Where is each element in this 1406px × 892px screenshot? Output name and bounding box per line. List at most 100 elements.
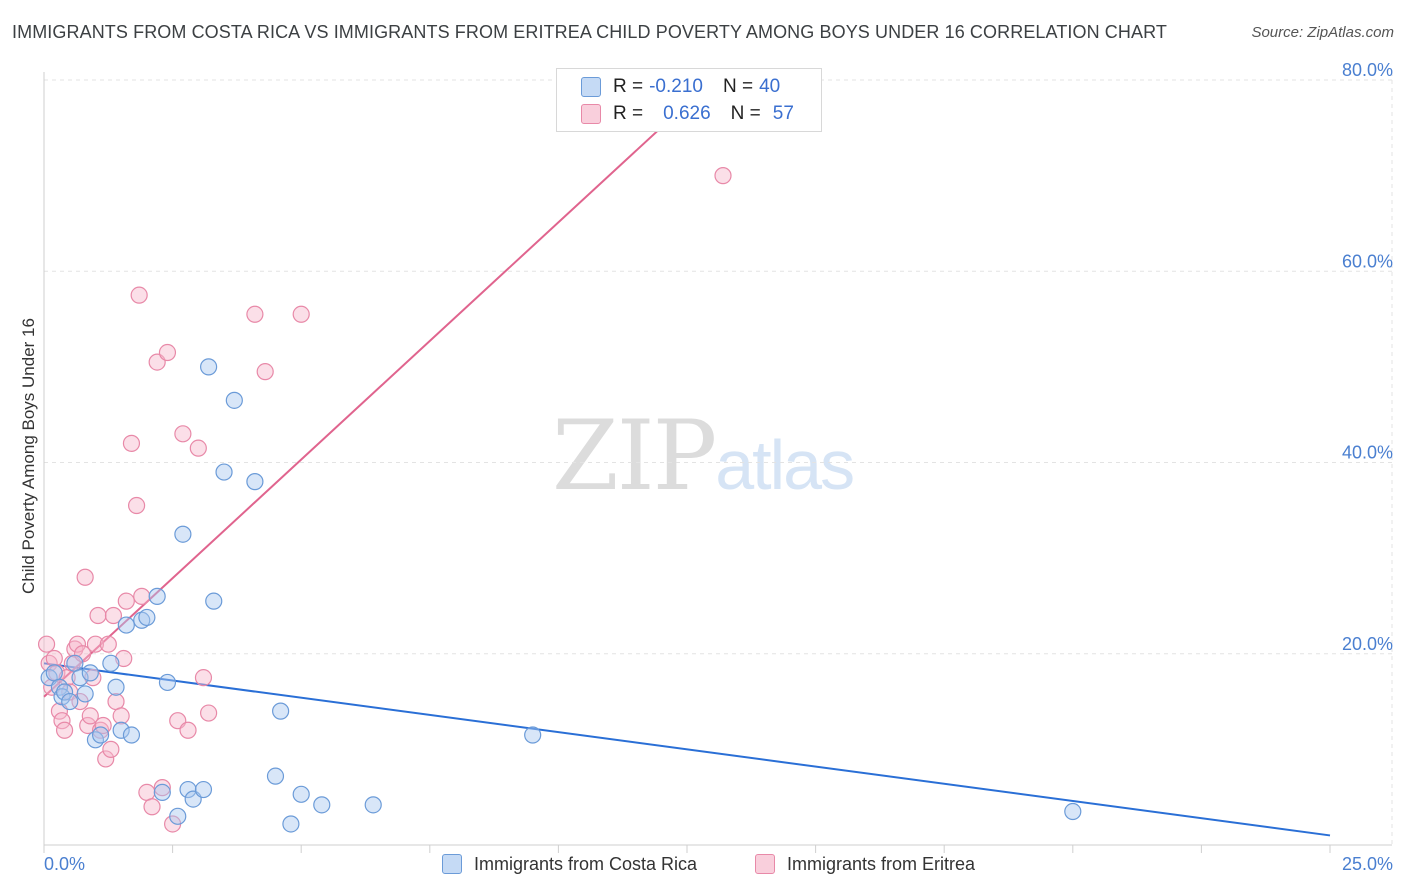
costa-rica-point [102,654,120,672]
correlation-legend: R = -0.210 N = 40 R = 0.626 N = 57 [556,68,822,132]
eritrea-n-label: N = [730,103,761,124]
axes [43,72,1392,846]
x-tick-label-max: 25.0% [1342,854,1393,874]
costa-rica-point [107,678,125,696]
eritrea-point [143,798,161,816]
costa-rica-point [205,592,223,610]
eritrea-point [115,649,133,668]
watermark-zip: ZIP [552,400,717,512]
eritrea-point [194,669,213,687]
costa-rica-point [313,796,331,814]
grid-lines [44,72,1393,845]
eritrea-point [189,439,207,457]
eritrea-r-label: R = [613,103,644,124]
eritrea-trendline [43,79,714,698]
eritrea-point [107,692,125,711]
costa-rica-r-value: -0.210 [649,76,703,97]
x-tick-marks [43,845,1331,853]
eritrea-point [94,716,112,735]
eritrea-point [112,707,130,725]
eritrea-point [138,783,156,802]
costa-rica-point [61,692,79,711]
costa-rica-point [225,391,243,409]
data-points [37,167,1082,833]
costa-rica-point [194,780,213,799]
eritrea-swatch [581,104,601,124]
costa-rica-point [138,608,156,627]
eritrea-point [45,649,63,668]
x-tick-label-min: 0.0% [44,854,85,874]
costa-rica-point [174,525,192,543]
costa-rica-point [148,587,166,605]
eritrea-point [200,704,218,722]
eritrea-point [91,721,110,739]
costa-rica-swatch [581,77,601,97]
watermark-atlas: atlas [715,426,855,504]
costa-rica-n-value: 40 [759,76,781,97]
source-label: Source: ZipAtlas.com [1251,24,1394,41]
eritrea-point [246,305,264,323]
costa-rica-point [524,726,542,744]
bottom-legend-costa-rica: Immigrants from Costa Rica [442,852,697,876]
bottom-legend-eritrea: Immigrants from Eritrea [755,852,975,876]
bottom-eritrea-swatch [755,854,775,874]
costa-rica-point [364,796,382,814]
costa-rica-point [272,702,290,720]
eritrea-point [153,779,171,797]
costa-rica-r-label: R = [613,76,644,97]
eritrea-point [179,721,197,739]
eritrea-point [127,496,146,515]
eritrea-point [76,568,94,586]
costa-rica-point [1064,802,1082,821]
costa-rica-point [86,731,105,749]
eritrea-point [102,740,120,758]
eritrea-point [133,587,151,605]
eritrea-point [292,305,310,323]
legend-row-costa-rica: R = -0.210 N = 40 [581,75,780,99]
costa-rica-point [292,785,310,803]
eritrea-point [117,592,135,610]
costa-rica-point [71,669,89,687]
costa-rica-point [117,616,135,634]
costa-rica-point [133,611,151,629]
costa-rica-point [200,358,218,376]
costa-rica-point [55,683,74,701]
bottom-costa-rica-label: Immigrants from Costa Rica [474,853,698,874]
y-tick-label: 20.0% [1342,634,1393,654]
costa-rica-point [112,721,130,739]
costa-rica-point [215,463,233,481]
eritrea-point [130,286,148,304]
eritrea-n-value: 57 [772,103,794,124]
eritrea-point [256,363,274,381]
eritrea-point [99,635,117,653]
bottom-eritrea-label: Immigrants from Eritrea [787,853,976,874]
eritrea-point [158,343,177,362]
eritrea-point [68,635,87,653]
chart-title: IMMIGRANTS FROM COSTA RICA VS IMMIGRANTS… [12,22,1167,42]
legend-row-eritrea: R = 0.626 N = 57 [581,102,794,126]
costa-rica-point [266,767,285,785]
costa-rica-point [66,654,84,672]
eritrea-point [86,635,105,653]
costa-rica-point [81,664,99,682]
trendlines [43,79,1331,837]
costa-rica-point [122,726,141,744]
eritrea-point [97,750,115,768]
eritrea-point [37,635,56,653]
costa-rica-point [169,807,187,825]
y-tick-label: 80.0% [1342,60,1393,80]
eritrea-point [714,167,732,185]
costa-rica-point [282,815,300,833]
watermark: ZIPatlas [552,400,855,512]
costa-rica-point [76,685,94,703]
tick-labels: 20.0% 40.0% 60.0% 80.0% 0.0% 25.0% [44,60,1393,874]
y-tick-label: 60.0% [1342,251,1393,271]
eritrea-r-value: 0.626 [663,103,711,124]
costa-rica-trendline [43,662,1331,837]
eritrea-point [53,712,71,730]
costa-rica-point [153,783,171,802]
eritrea-point [55,721,74,739]
eritrea-point [81,707,99,725]
y-axis-label: Child Poverty Among Boys Under 16 [19,318,38,594]
